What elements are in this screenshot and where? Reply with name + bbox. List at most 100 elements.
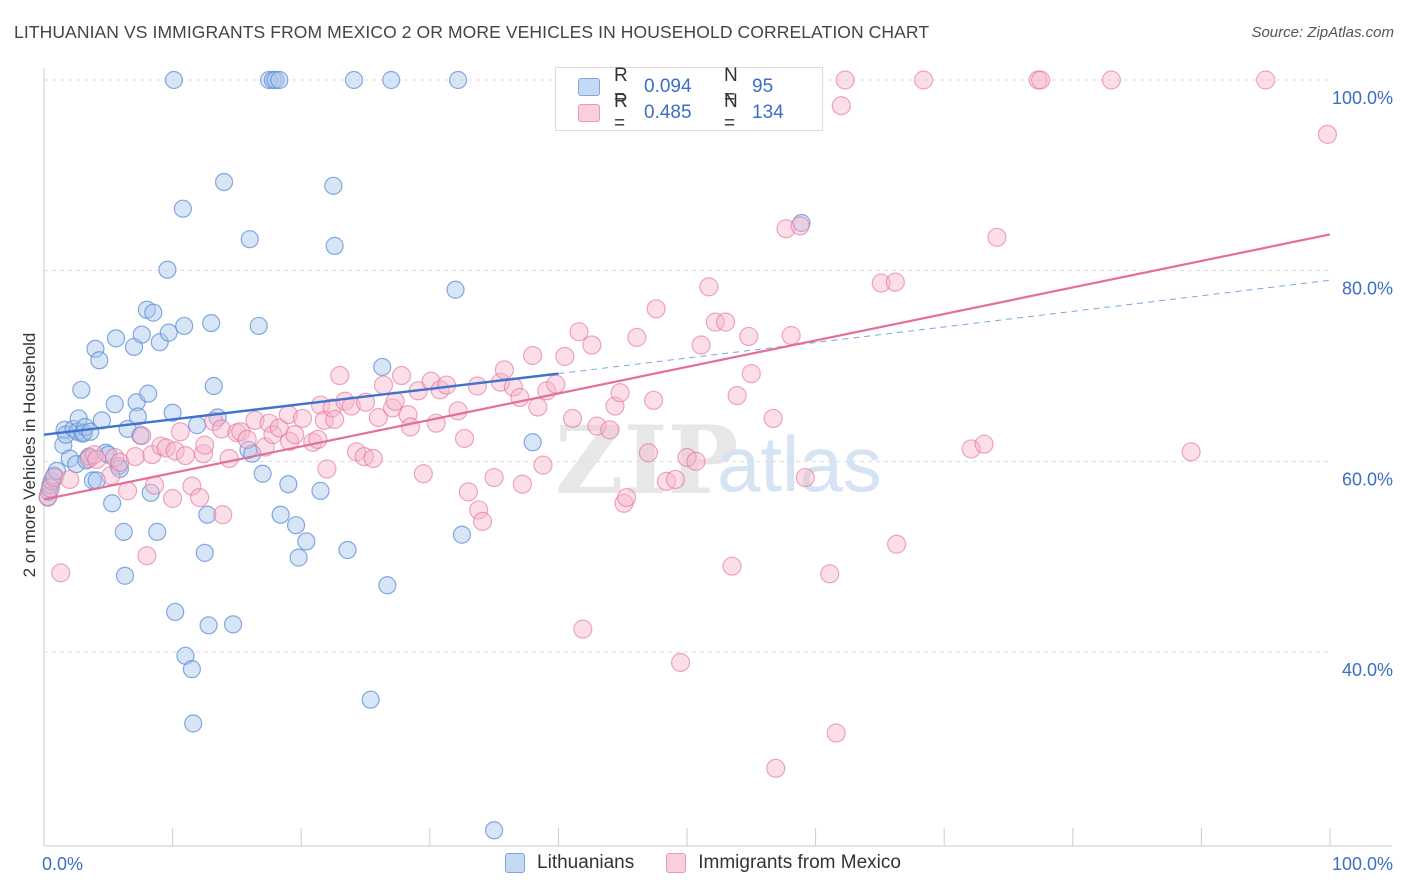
data-point-lithuanians <box>90 351 109 370</box>
data-point-mexico <box>245 410 265 430</box>
data-point-mexico <box>87 449 107 470</box>
data-point-lithuanians <box>144 303 163 322</box>
data-point-mexico <box>467 376 487 396</box>
data-point-lithuanians <box>72 380 91 399</box>
data-point-mexico <box>213 505 233 525</box>
data-point-lithuanians <box>271 505 290 524</box>
data-point-lithuanians <box>114 522 133 541</box>
data-point-lithuanians <box>324 176 343 195</box>
data-point-mexico <box>385 391 405 411</box>
n-value: 134 <box>752 102 784 123</box>
n-label: N = <box>724 91 738 134</box>
trend-lines <box>43 233 1331 501</box>
legend-item-mexico: Immigrants from Mexico <box>666 852 901 874</box>
data-point-mexico <box>763 408 783 429</box>
legend-row-mexico: R = 0.485 N = 134 <box>578 91 784 134</box>
r-label: R = <box>614 65 628 108</box>
y-tick-label: 100.0% <box>1332 88 1393 108</box>
data-point-mexico <box>190 487 210 508</box>
data-point-mexico <box>373 375 394 395</box>
y-tick-label: 60.0% <box>1342 469 1393 489</box>
data-point-lithuanians <box>297 532 316 551</box>
data-point-mexico <box>781 325 801 346</box>
data-point-mexico <box>330 365 350 386</box>
trend-line-mexico <box>43 233 1331 501</box>
data-point-mexico <box>546 374 566 394</box>
r-label: R = <box>614 91 628 134</box>
r-value: 0.094 <box>644 76 692 97</box>
trend-line-lithuanians <box>43 372 559 436</box>
data-point-mexico <box>259 413 279 433</box>
data-point-lithuanians <box>361 690 380 709</box>
data-point-lithuanians <box>325 236 344 255</box>
y-tick-labels: 40.0% 60.0% 80.0% 100.0% <box>1332 88 1393 680</box>
data-point-mexico <box>175 446 196 466</box>
data-point-mexico <box>638 443 659 463</box>
series-lithuanians <box>38 70 811 840</box>
data-point-mexico <box>231 422 251 442</box>
data-point-mexico <box>60 469 80 490</box>
data-point-mexico <box>961 439 981 459</box>
x-tick-label-max: 100.0% <box>1332 854 1393 874</box>
legend-series: Lithuanians Immigrants from Mexico <box>0 852 1406 874</box>
legend-stats: R = 0.094 N = 95 R = 0.485 N = 134 <box>555 65 823 134</box>
data-point-lithuanians <box>159 323 178 342</box>
legend-label: Immigrants from Mexico <box>698 852 901 873</box>
data-point-lithuanians <box>86 339 105 358</box>
data-point-mexico <box>325 409 345 429</box>
data-point-lithuanians <box>132 325 151 344</box>
data-point-lithuanians <box>173 199 192 218</box>
legend-row-lithuanians: R = 0.094 N = 95 <box>578 65 773 108</box>
legend-swatch-blue <box>578 78 600 96</box>
y-axis-label: 2 or more Vehicles in Household <box>20 332 39 578</box>
data-point-mexico <box>469 500 489 520</box>
data-point-mexico <box>195 435 215 455</box>
x-tick-label-min: 0.0% <box>42 854 83 874</box>
data-point-mexico <box>1256 70 1276 90</box>
data-point-mexico <box>705 312 725 332</box>
source-label: Source: ZipAtlas.com <box>1251 24 1394 41</box>
data-point-mexico <box>691 335 711 355</box>
data-point-lithuanians <box>452 525 472 544</box>
data-point-mexico <box>616 487 637 508</box>
data-point-mexico <box>826 723 846 743</box>
data-point-lithuanians <box>198 505 217 524</box>
data-point-mexico <box>974 434 994 454</box>
data-point-mexico <box>569 322 589 342</box>
data-point-lithuanians <box>259 70 279 90</box>
data-point-mexico <box>820 564 840 584</box>
data-point-lithuanians <box>199 616 218 635</box>
data-point-mexico <box>170 422 190 442</box>
data-point-mexico <box>1181 442 1201 462</box>
data-point-mexico <box>533 455 553 475</box>
data-point-mexico <box>458 482 478 502</box>
data-point-lithuanians <box>378 576 397 595</box>
trend-line-lithuanians-extension <box>558 279 1331 375</box>
y-tick-label: 40.0% <box>1342 660 1393 680</box>
data-point-mexico <box>1031 70 1051 90</box>
data-point-mexico <box>795 467 815 488</box>
series-immigrants-from-mexico <box>38 70 1338 778</box>
data-point-lithuanians <box>240 230 259 249</box>
data-point-lithuanians <box>373 357 392 377</box>
data-point-lithuanians <box>286 516 306 535</box>
data-point-lithuanians <box>279 475 298 494</box>
watermark-atlas: atlas <box>717 420 882 508</box>
data-point-mexico <box>686 451 706 471</box>
n-label: N = <box>724 65 738 108</box>
data-point-mexico <box>582 335 602 355</box>
data-point-mexico <box>987 227 1007 247</box>
data-point-lithuanians <box>270 70 289 90</box>
data-point-mexico <box>211 419 232 439</box>
data-point-lithuanians <box>195 543 214 562</box>
data-point-lithuanians <box>485 821 504 840</box>
data-point-lithuanians <box>105 395 124 414</box>
data-point-mexico <box>448 401 468 421</box>
data-point-lithuanians <box>103 494 122 513</box>
data-point-mexico <box>204 411 224 431</box>
data-point-mexico <box>914 70 934 90</box>
data-point-mexico <box>790 216 810 236</box>
x-tick-labels: 0.0% 100.0% <box>42 854 1393 874</box>
data-point-mexico <box>646 299 666 319</box>
data-point-lithuanians <box>266 70 285 90</box>
